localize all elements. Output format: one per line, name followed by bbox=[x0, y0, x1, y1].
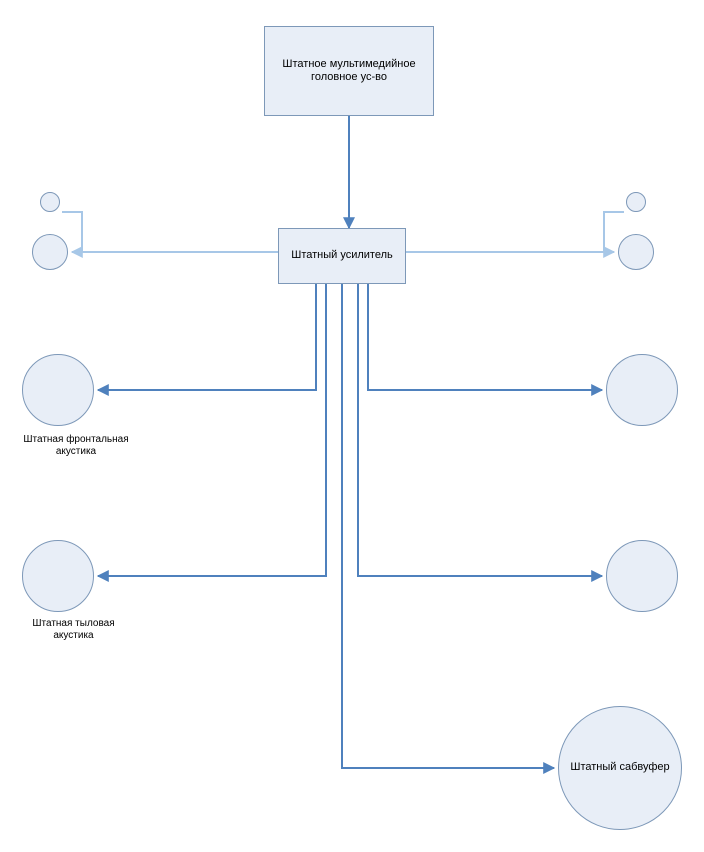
edge bbox=[368, 284, 602, 390]
edge bbox=[342, 284, 554, 768]
label-rear_label: Штатная тыловая акустика bbox=[16, 618, 131, 642]
edge bbox=[98, 284, 316, 390]
node-tw_l_small bbox=[40, 192, 60, 212]
node-rear_r bbox=[606, 540, 678, 612]
edge bbox=[98, 284, 326, 576]
label-front_label: Штатная фронтальная акустика bbox=[16, 434, 136, 458]
node-tw_r_big bbox=[618, 234, 654, 270]
node-front_r bbox=[606, 354, 678, 426]
node-tw_l_big bbox=[32, 234, 68, 270]
node-head_unit: Штатное мультимедийное головное ус-во bbox=[264, 26, 434, 116]
node-label-head_unit: Штатное мультимедийное головное ус-во bbox=[269, 58, 429, 84]
diagram-canvas: Штатное мультимедийное головное ус-во Шта… bbox=[0, 0, 704, 852]
node-label-sub: Штатный сабвуфер bbox=[570, 761, 669, 774]
node-tw_r_small bbox=[626, 192, 646, 212]
node-amplifier: Штатный усилитель bbox=[278, 228, 406, 284]
node-rear_l bbox=[22, 540, 94, 612]
node-front_l bbox=[22, 354, 94, 426]
edge bbox=[358, 284, 602, 576]
node-label-amplifier: Штатный усилитель bbox=[291, 249, 393, 262]
node-sub: Штатный сабвуфер bbox=[558, 706, 682, 830]
